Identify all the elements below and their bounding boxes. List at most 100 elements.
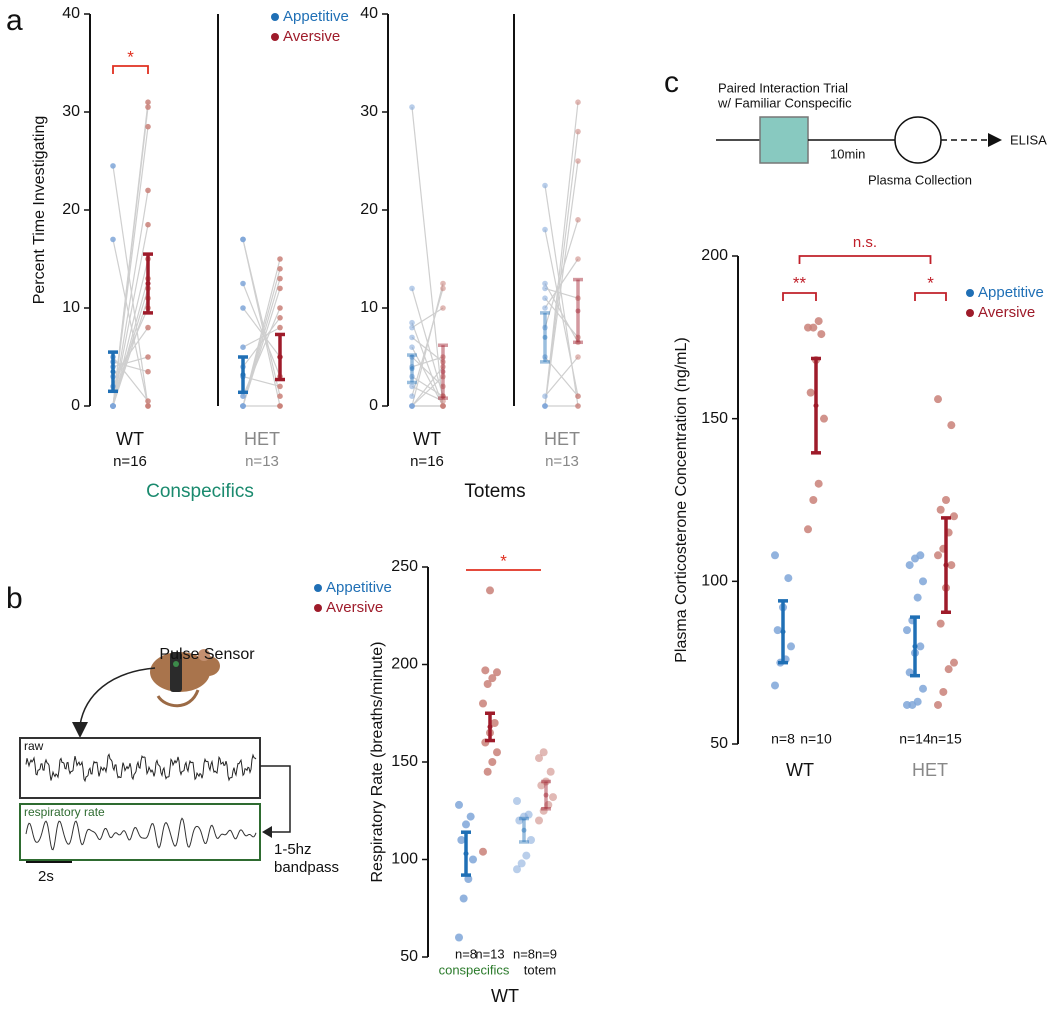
data-point bbox=[542, 305, 548, 311]
pair-line bbox=[112, 239, 149, 407]
data-point bbox=[277, 275, 283, 282]
data-point bbox=[145, 99, 151, 105]
n-label: n=8 bbox=[513, 946, 535, 961]
pair-line bbox=[411, 107, 444, 407]
data-point bbox=[809, 496, 818, 504]
data-point bbox=[277, 403, 283, 409]
data-point bbox=[950, 512, 958, 521]
raw-box bbox=[19, 737, 261, 799]
x-axis-label: WT bbox=[491, 986, 519, 1006]
pair-line bbox=[242, 283, 281, 377]
y-tick-label: 10 bbox=[62, 299, 80, 316]
legend-label: Appetitive bbox=[978, 284, 1044, 301]
group-title: Conspecifics bbox=[146, 481, 254, 502]
data-point bbox=[240, 280, 246, 287]
y-tick-label: 10 bbox=[360, 299, 378, 316]
n-label: n=10 bbox=[800, 731, 832, 747]
data-point bbox=[145, 354, 151, 360]
data-point bbox=[277, 266, 283, 272]
mouse-ear bbox=[198, 649, 210, 661]
data-point bbox=[916, 551, 925, 560]
filtered-trace bbox=[25, 817, 257, 851]
data-point bbox=[277, 393, 283, 400]
group-label: conspecifics bbox=[439, 962, 510, 977]
legend-marker bbox=[314, 584, 322, 592]
data-point bbox=[546, 767, 555, 776]
pair-line bbox=[544, 131, 579, 407]
data-point bbox=[469, 855, 477, 864]
data-point bbox=[440, 398, 446, 404]
mean-marker bbox=[277, 354, 283, 360]
arrow bbox=[79, 667, 156, 726]
group-label: WT bbox=[413, 429, 441, 449]
pair-line bbox=[411, 322, 444, 407]
significance-label: n.s. bbox=[853, 234, 877, 251]
data-point bbox=[542, 226, 548, 233]
data-point bbox=[145, 123, 151, 130]
protocol-diagram: Paired Interaction Trial w/ Familiar Con… bbox=[716, 80, 1047, 187]
y-tick-label: 50 bbox=[400, 948, 418, 965]
pair-line bbox=[411, 307, 444, 329]
data-point bbox=[542, 777, 550, 786]
data-point bbox=[936, 505, 945, 514]
pair-line bbox=[242, 307, 281, 397]
sensor-label: Pulse Sensor bbox=[159, 646, 255, 663]
data-point bbox=[817, 330, 826, 339]
n-label: n=13 bbox=[245, 453, 279, 470]
data-point bbox=[277, 315, 283, 321]
y-tick-label: 150 bbox=[701, 410, 728, 427]
pair-line bbox=[242, 317, 281, 368]
significance-bracket bbox=[798, 255, 932, 264]
y-tick-label: 20 bbox=[360, 201, 378, 218]
legend-marker bbox=[966, 289, 974, 297]
filter-label: 1-5hz bbox=[274, 841, 312, 858]
significance-label: ** bbox=[793, 273, 807, 292]
data-point bbox=[277, 305, 283, 311]
group-title: Totems bbox=[464, 481, 525, 502]
mean-marker bbox=[543, 792, 549, 798]
data-point bbox=[771, 551, 779, 560]
mean-marker bbox=[240, 372, 246, 378]
significance-bracket bbox=[914, 292, 947, 301]
data-point bbox=[145, 187, 151, 194]
y-tick-label: 0 bbox=[369, 397, 378, 414]
pair-line bbox=[242, 307, 281, 358]
data-point bbox=[459, 894, 468, 903]
y-tick-label: 50 bbox=[710, 735, 728, 752]
pair-line bbox=[242, 327, 281, 348]
pair-line bbox=[411, 385, 444, 402]
data-point bbox=[409, 285, 415, 292]
filtered-label: respiratory rate bbox=[24, 805, 105, 819]
data-point bbox=[481, 666, 490, 675]
mouse-tail bbox=[156, 689, 200, 708]
data-point bbox=[240, 305, 246, 311]
mouse-head bbox=[196, 656, 220, 676]
data-point bbox=[575, 393, 581, 400]
data-point bbox=[814, 317, 823, 326]
y-axis-label: Percent Time Investigating bbox=[31, 116, 48, 305]
trial-box bbox=[759, 116, 809, 164]
mean-marker bbox=[463, 851, 469, 857]
data-point bbox=[934, 551, 942, 560]
n-label: n=13 bbox=[475, 946, 504, 961]
y-tick-label: 100 bbox=[701, 573, 728, 590]
data-point bbox=[409, 344, 415, 351]
y-tick-label: 250 bbox=[391, 558, 418, 575]
data-point bbox=[916, 642, 925, 651]
data-point bbox=[455, 800, 463, 809]
y-axis-label: Respiratory Rate (breaths/minute) bbox=[369, 642, 386, 883]
data-point bbox=[575, 99, 581, 105]
data-point bbox=[784, 574, 793, 583]
pair-line bbox=[112, 356, 149, 402]
data-point bbox=[773, 626, 782, 635]
data-point bbox=[947, 421, 956, 430]
data-point bbox=[575, 217, 581, 223]
significance-label: * bbox=[927, 273, 934, 292]
mean-marker bbox=[110, 369, 116, 375]
legend-marker bbox=[966, 309, 974, 317]
data-point bbox=[535, 816, 543, 825]
n-label: n=16 bbox=[410, 453, 444, 470]
data-point bbox=[513, 797, 521, 805]
data-point bbox=[462, 820, 470, 829]
